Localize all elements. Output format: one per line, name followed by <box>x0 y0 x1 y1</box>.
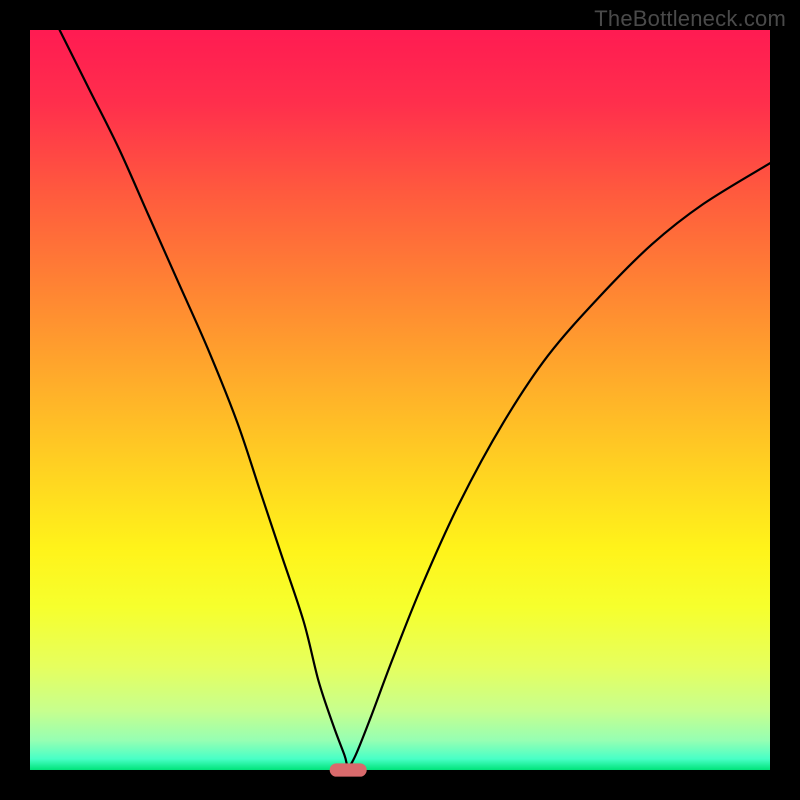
watermark-text: TheBottleneck.com <box>594 6 786 32</box>
bottleneck-chart <box>0 0 800 800</box>
chart-container: TheBottleneck.com <box>0 0 800 800</box>
minimum-marker <box>330 763 367 776</box>
plot-background <box>30 30 770 770</box>
